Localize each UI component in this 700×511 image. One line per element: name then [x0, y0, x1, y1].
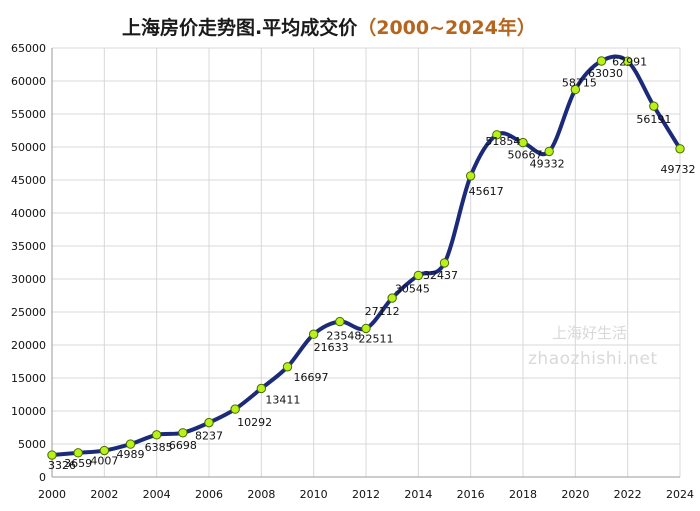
data-point	[361, 323, 371, 334]
x-tick-label: 2012	[352, 488, 380, 501]
data-point	[387, 293, 397, 303]
data-label: 10292	[237, 416, 272, 429]
chart-title-main: 上海房价走势图.平均成交价	[122, 16, 358, 39]
data-point	[125, 439, 136, 449]
data-label: 6698	[169, 439, 197, 452]
x-tick-label: 2000	[38, 488, 66, 501]
data-label: 56191	[636, 113, 671, 126]
data-point	[47, 450, 57, 460]
data-point	[230, 404, 240, 414]
data-point	[204, 417, 214, 428]
x-tick-label: 2020	[561, 488, 589, 501]
data-label: 4989	[117, 448, 145, 461]
data-label: 8237	[195, 430, 223, 443]
x-tick-label: 2022	[614, 488, 642, 501]
data-point	[596, 56, 607, 66]
data-point	[649, 101, 659, 111]
x-tick-label: 2010	[300, 488, 328, 501]
data-point	[465, 171, 476, 181]
x-tick-label: 2002	[90, 488, 118, 501]
data-point	[282, 362, 293, 372]
x-tick-label: 2004	[143, 488, 171, 501]
watermark-line-2: zhaozhishi.net	[528, 349, 658, 369]
x-tick-label: 2024	[666, 488, 694, 501]
data-point	[151, 430, 162, 440]
data-point	[492, 130, 502, 140]
data-point	[518, 137, 528, 148]
data-point	[256, 383, 267, 394]
x-axis-ticks: 2000 2002 2004 2006 2008 2010 2012 2014 2016 2018…	[38, 488, 694, 501]
data-label: 21633	[314, 341, 349, 354]
data-label: 13411	[265, 393, 300, 406]
data-point	[413, 270, 424, 281]
data-point	[675, 144, 685, 154]
y-tick-label: 65000	[11, 42, 46, 55]
y-tick-label: 50000	[11, 141, 46, 154]
x-tick-label: 2014	[404, 488, 432, 501]
y-tick-label: 0	[39, 471, 46, 484]
watermark: 上海好生活 zhaozhishi.net	[528, 324, 658, 369]
data-point	[544, 146, 554, 157]
data-label: 45617	[469, 185, 504, 198]
data-label: 49332	[530, 157, 565, 170]
data-point	[308, 329, 319, 339]
data-label: 63030	[588, 67, 623, 80]
data-label: 50667	[508, 149, 543, 162]
y-tick-label: 5000	[18, 438, 46, 451]
y-axis-ticks: 0 5000 10000 15000 20000 25000 30000 35000 40000…	[11, 42, 46, 484]
chart-title: 上海房价走势图.平均成交价（2000~2024年）	[122, 16, 536, 39]
y-tick-label: 60000	[11, 75, 46, 88]
y-tick-label: 45000	[11, 174, 46, 187]
data-point	[99, 445, 110, 456]
data-label: 27112	[365, 305, 400, 318]
chart-title-range: （2000~2024年）	[357, 16, 536, 39]
data-label: 49732	[661, 163, 696, 176]
data-label: 3326	[48, 459, 76, 472]
data-point	[178, 428, 188, 438]
data-label: 51854	[485, 135, 520, 148]
data-label: 23548	[326, 330, 361, 343]
watermark-line-1: 上海好生活	[552, 324, 627, 342]
y-tick-label: 40000	[11, 207, 46, 220]
x-tick-label: 2016	[457, 488, 485, 501]
x-tick-label: 2018	[509, 488, 537, 501]
x-tick-label: 2008	[247, 488, 275, 501]
data-point	[73, 448, 83, 458]
y-tick-label: 35000	[11, 240, 46, 253]
data-label: 58715	[562, 76, 597, 89]
data-point	[335, 316, 345, 327]
data-label: 16697	[294, 371, 329, 384]
data-label: 6385	[145, 441, 173, 454]
data-point	[622, 56, 633, 66]
data-label: 30545	[395, 282, 430, 295]
data-label: 22511	[359, 332, 394, 345]
y-tick-label: 15000	[11, 372, 46, 385]
data-label: 62991	[612, 55, 647, 68]
grid-lines	[51, 47, 681, 478]
data-point	[570, 84, 581, 95]
data-label: 32437	[423, 269, 458, 282]
y-tick-label: 30000	[11, 273, 46, 286]
y-tick-label: 25000	[11, 306, 46, 319]
data-label: 3659	[64, 457, 92, 470]
data-points	[47, 56, 685, 460]
y-tick-label: 55000	[11, 108, 46, 121]
y-tick-label: 10000	[11, 405, 46, 418]
x-tick-label: 2006	[195, 488, 223, 501]
data-label: 4007	[90, 455, 118, 468]
y-tick-label: 20000	[11, 339, 46, 352]
data-point	[439, 258, 450, 268]
